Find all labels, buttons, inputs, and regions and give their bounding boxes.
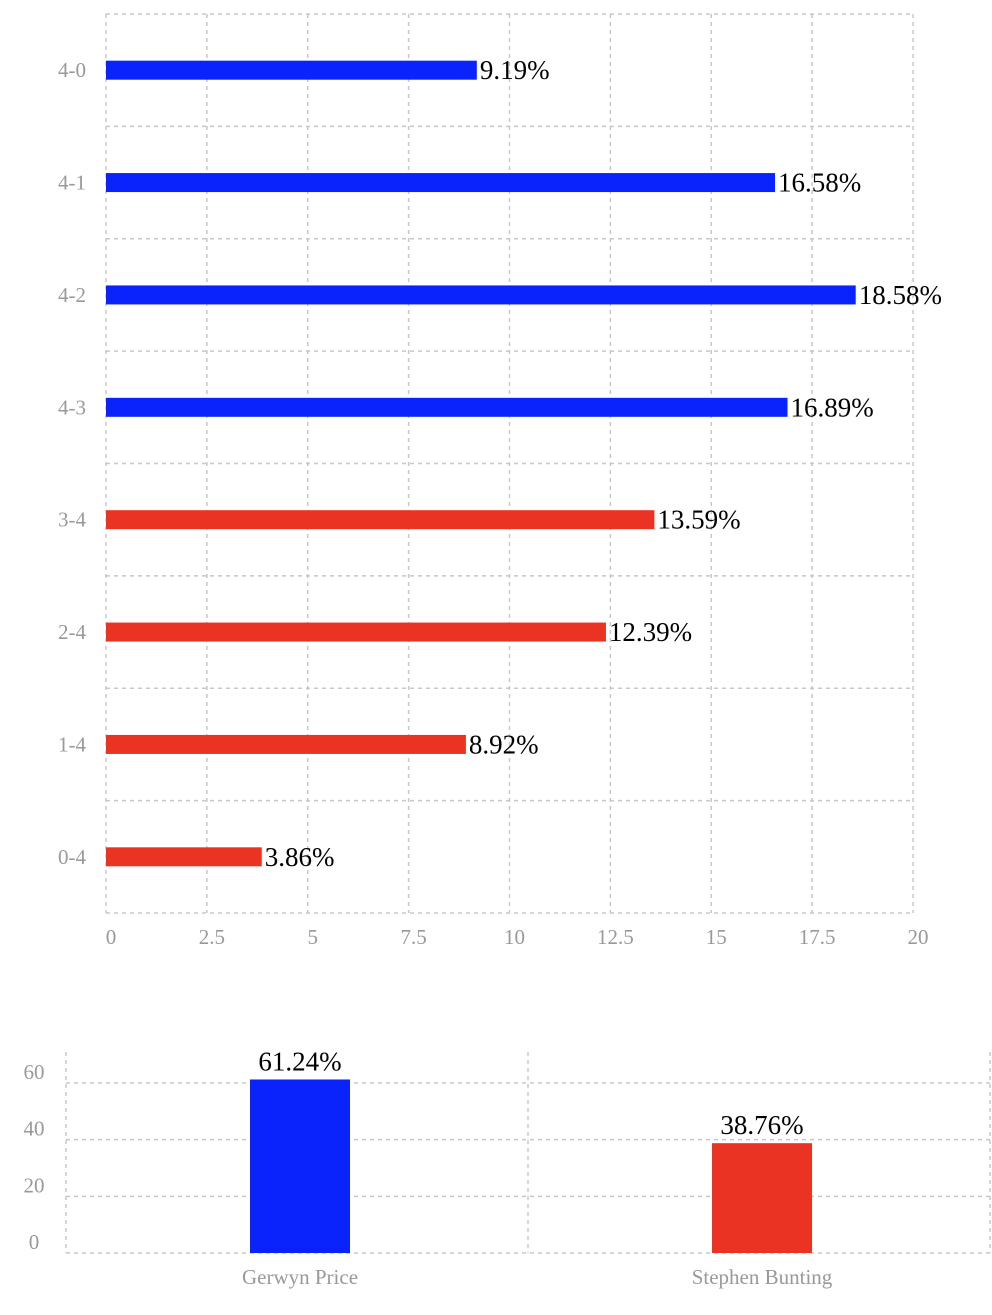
h-bar-4-1 bbox=[106, 173, 776, 193]
h-data-label: 16.58% bbox=[778, 168, 861, 198]
h-bar-4-3 bbox=[106, 397, 788, 417]
h-x-tick-label: 15 bbox=[706, 925, 727, 949]
h-x-tick-label: 7.5 bbox=[401, 925, 427, 949]
v-data-label: 38.76% bbox=[720, 1110, 803, 1140]
v-bar-player-2 bbox=[712, 1143, 812, 1253]
h-bar-4-0 bbox=[106, 60, 477, 80]
h-x-tick-label: 5 bbox=[308, 925, 319, 949]
v-data-label: 61.24% bbox=[258, 1046, 341, 1076]
h-category-label: 4-3 bbox=[58, 395, 86, 419]
h-bar-4-2 bbox=[106, 285, 856, 305]
h-category-label: 2-4 bbox=[58, 620, 86, 644]
v-bar-player-1 bbox=[250, 1079, 350, 1253]
h-category-label: 0-4 bbox=[58, 845, 86, 869]
h-x-tick-label: 17.5 bbox=[799, 925, 836, 949]
h-data-label: 8.92% bbox=[469, 729, 539, 759]
h-x-tick-label: 10 bbox=[504, 925, 525, 949]
v-category-label: Stephen Bunting bbox=[692, 1265, 833, 1289]
h-category-label: 1-4 bbox=[58, 732, 86, 756]
h-bar-1-4 bbox=[106, 734, 466, 754]
v-y-tick-label: 40 bbox=[24, 1117, 45, 1141]
h-category-label: 4-1 bbox=[58, 171, 86, 195]
v-y-tick-label: 60 bbox=[24, 1060, 45, 1084]
h-category-label: 3-4 bbox=[58, 508, 86, 532]
h-data-label: 3.86% bbox=[265, 842, 335, 872]
h-bar-0-4 bbox=[106, 847, 262, 867]
h-data-label: 13.59% bbox=[657, 505, 740, 535]
v-y-tick-label: 20 bbox=[24, 1173, 45, 1197]
h-data-label: 9.19% bbox=[480, 55, 550, 85]
h-data-label: 16.89% bbox=[791, 392, 874, 422]
h-category-label: 4-0 bbox=[58, 58, 86, 82]
h-x-tick-label: 12.5 bbox=[597, 925, 634, 949]
h-x-tick-label: 2.5 bbox=[199, 925, 225, 949]
h-x-tick-label: 0 bbox=[106, 925, 117, 949]
h-category-label: 4-2 bbox=[58, 283, 86, 307]
v-category-label: Gerwyn Price bbox=[242, 1265, 358, 1289]
h-bar-2-4 bbox=[106, 622, 606, 642]
v-y-tick-label: 0 bbox=[29, 1230, 40, 1254]
h-bar-3-4 bbox=[106, 510, 655, 530]
h-data-label: 18.58% bbox=[859, 280, 942, 310]
h-data-label: 12.39% bbox=[609, 617, 692, 647]
h-x-tick-label: 20 bbox=[908, 925, 929, 949]
